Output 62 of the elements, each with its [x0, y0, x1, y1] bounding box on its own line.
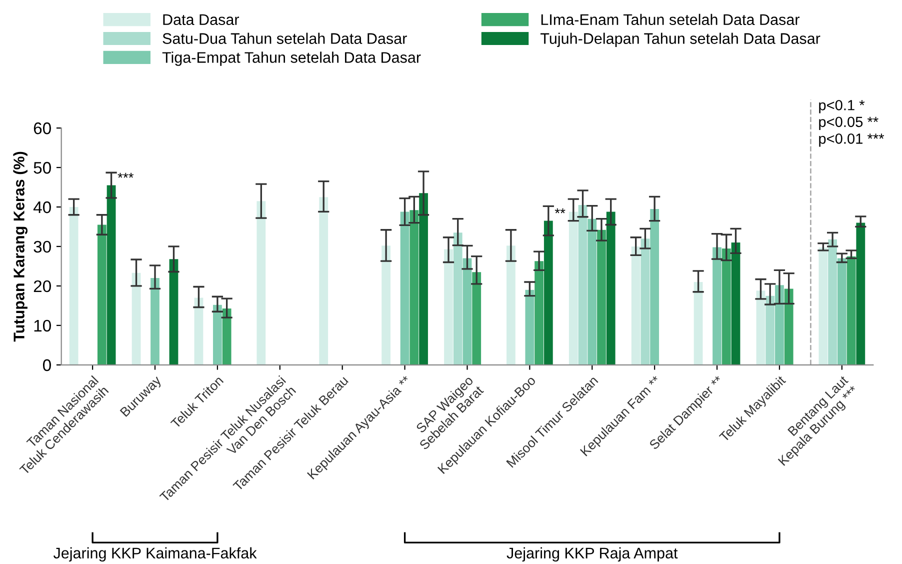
y-tick-label: 40 [33, 201, 51, 214]
legend-label: Satu-Dua Tahun setelah Data Dasar [162, 32, 407, 44]
bar [650, 208, 660, 365]
y-tick-label: 0 [42, 359, 51, 372]
bar [382, 246, 391, 365]
y-tick-label: 50 [34, 162, 51, 174]
bar [419, 193, 428, 365]
bar [846, 256, 856, 365]
bar [631, 246, 640, 365]
y-tick-label: 60 [34, 122, 51, 134]
bar [588, 218, 597, 365]
bar [712, 247, 722, 365]
legend-label: LIma-Enam Tahun setelah Data Dasar [541, 14, 800, 26]
legend-label: Data Dasar [163, 14, 240, 26]
bar [818, 248, 828, 365]
bar [534, 261, 544, 365]
bar [856, 222, 866, 365]
bar [640, 238, 650, 365]
bar [319, 197, 328, 365]
bar [784, 288, 794, 365]
bar [150, 278, 160, 365]
bar [731, 242, 740, 365]
bar [775, 285, 784, 365]
bar [462, 258, 472, 365]
bar [194, 298, 204, 365]
bar [694, 282, 703, 365]
annotation: p<0.1 * p<0.05 ** p<0.01 *** [819, 100, 884, 147]
bar [472, 272, 482, 365]
bar [169, 259, 178, 365]
bar [544, 220, 553, 365]
bar [568, 212, 578, 365]
bar [766, 296, 775, 365]
bar [506, 246, 516, 365]
bar [410, 210, 419, 365]
annotation: *** [118, 172, 134, 178]
bar [400, 212, 410, 365]
legend-label: Tiga-Empat Tahun setelah Data Dasar [162, 52, 421, 66]
bar [597, 230, 606, 365]
bar [525, 290, 534, 365]
y-tick-label: 10 [34, 320, 51, 332]
bar [828, 239, 837, 365]
bar [453, 232, 462, 365]
annotation: ** [554, 208, 566, 214]
bar [578, 205, 588, 365]
y-tick-label: 30 [34, 240, 51, 253]
y-tick-label: 20 [34, 280, 51, 292]
bar [444, 249, 453, 365]
bar [106, 185, 116, 365]
legend-label: Tujuh-Delapan Tahun setelah Data Dasar [540, 32, 820, 47]
bar [837, 258, 846, 365]
bar [69, 206, 78, 365]
bar [722, 248, 731, 365]
bar [756, 290, 766, 365]
bar [97, 224, 106, 365]
bar [606, 212, 616, 365]
bar [256, 201, 266, 365]
bar [222, 308, 232, 365]
bar [132, 272, 141, 365]
y-axis-title: Tutupan Karang Keras (%) [13, 152, 28, 342]
bar [213, 304, 222, 365]
text: Jejaring KKP Kaimana-Fakfak [53, 547, 257, 562]
text: Jejaring KKP Raja Ampat [506, 547, 678, 562]
